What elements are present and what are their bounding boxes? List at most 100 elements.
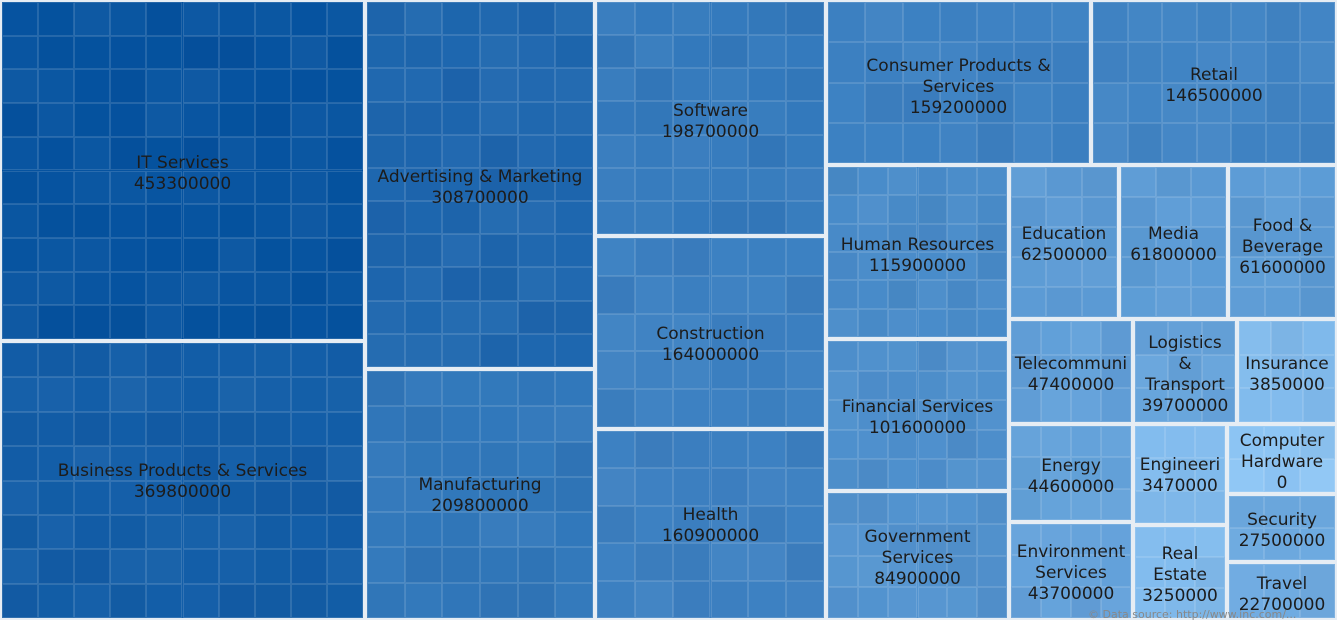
treemap-subcell: [218, 35, 255, 70]
treemap-subcell: [947, 586, 978, 618]
treemap-subcell: [902, 82, 940, 123]
treemap-subcell: [1101, 426, 1131, 458]
treemap-tile-security[interactable]: Security 27500000: [1227, 494, 1337, 562]
treemap-subcell: [404, 234, 443, 268]
treemap-subcell: [977, 2, 1015, 43]
treemap-tile-engineering[interactable]: Engineeri 3470000: [1133, 424, 1227, 525]
treemap-subcell: [218, 446, 255, 481]
treemap-subcell: [786, 275, 824, 314]
treemap-subcell: [2, 204, 39, 238]
treemap-tile-human-resources[interactable]: Human Resources 115900000: [826, 165, 1009, 339]
treemap-subcell: [887, 341, 918, 371]
treemap-subcell: [38, 480, 75, 515]
credit-text[interactable]: © Data source: http://www.inc.com/...: [1088, 608, 1297, 621]
treemap-tile-education[interactable]: Education 62500000: [1009, 165, 1119, 319]
treemap-tile-business-products-and-services[interactable]: Business Products & Services 369800000: [0, 341, 365, 620]
treemap-subcell: [517, 512, 556, 548]
treemap-subcell: [947, 280, 978, 309]
treemap-tile-real-estate[interactable]: Real Estate 3250000: [1133, 525, 1227, 620]
treemap-subcell: [74, 377, 111, 412]
treemap-subcell: [1299, 564, 1335, 618]
treemap-subcell: [326, 480, 363, 515]
treemap-subcell: [1011, 227, 1047, 257]
treemap-subcell: [74, 305, 111, 339]
treemap-subcell: [857, 308, 888, 337]
treemap-subcell: [672, 68, 711, 102]
treemap-subcell: [517, 134, 556, 168]
treemap-tile-environment-services[interactable]: Environment Services 43700000: [1009, 522, 1133, 620]
treemap-tile-energy[interactable]: Energy 44600000: [1009, 424, 1133, 522]
treemap-tile-computer-hardware[interactable]: Computer Hardware 0: [1227, 424, 1337, 494]
treemap-subcell: [480, 234, 518, 268]
treemap-subcell: [828, 252, 858, 281]
treemap-subcell: [917, 252, 948, 281]
treemap-subcell: [404, 134, 443, 168]
treemap-subcell: [146, 583, 183, 618]
treemap-subcell: [38, 103, 75, 137]
treemap-subcell: [1196, 122, 1232, 163]
treemap-subcell: [977, 82, 1015, 123]
treemap-subcell: [1239, 388, 1271, 422]
treemap-subcell: [1271, 388, 1303, 422]
treemap-subcell: [517, 234, 556, 268]
treemap-tile-telecommunications[interactable]: Telecommuni 47400000: [1009, 319, 1133, 424]
treemap-subcell: [290, 237, 327, 272]
treemap-subcell: [480, 441, 518, 477]
treemap-tile-media[interactable]: Media 61800000: [1119, 165, 1228, 319]
treemap-subcell: [182, 103, 219, 137]
treemap-subcell: [1300, 82, 1335, 123]
treemap-tile-government-services[interactable]: Government Services 84900000: [826, 491, 1009, 620]
treemap-subcell: [748, 505, 787, 544]
treemap-tile-consumer-products-and-services[interactable]: Consumer Products & Services 159200000: [826, 0, 1091, 165]
treemap-subcell: [1011, 426, 1041, 458]
treemap-tile-food-and-beverage[interactable]: Food & Beverage 61600000: [1228, 165, 1337, 319]
treemap-subcell: [748, 313, 787, 352]
treemap-subcell: [182, 343, 219, 378]
treemap-subcell: [710, 35, 749, 69]
treemap-subcell: [917, 493, 948, 525]
treemap-subcell: [74, 343, 111, 378]
treemap-subcell: [1011, 167, 1047, 197]
treemap-tile-logistics-and-transport[interactable]: Logistics & Transport 39700000: [1133, 319, 1237, 424]
treemap-subcell: [555, 406, 593, 442]
treemap-subcell: [1011, 354, 1041, 389]
treemap-subcell: [146, 136, 183, 171]
treemap-subcell: [367, 267, 405, 301]
treemap-tile-insurance[interactable]: Insurance 3850000: [1237, 319, 1337, 424]
treemap-subcell: [597, 2, 635, 36]
treemap-subcell: [555, 234, 593, 268]
treemap-subcell: [182, 549, 219, 584]
treemap-subcell: [902, 2, 940, 43]
treemap-subcell: [2, 343, 39, 378]
treemap-tile-health[interactable]: Health 160900000: [595, 429, 826, 620]
treemap-subcell: [517, 101, 556, 135]
treemap-subcell: [74, 411, 111, 447]
treemap-tile-retail[interactable]: Retail 146500000: [1091, 0, 1337, 165]
treemap-subcell: [748, 35, 787, 69]
treemap-tile-construction[interactable]: Construction 164000000: [595, 236, 826, 429]
treemap-subcell: [1071, 586, 1101, 618]
treemap-subcell: [555, 35, 593, 69]
treemap-subcell: [748, 431, 787, 469]
treemap-subcell: [887, 400, 918, 430]
treemap-tile-advertising-and-marketing[interactable]: Advertising & Marketing 308700000: [365, 0, 595, 369]
treemap-subcell: [1230, 197, 1265, 227]
treemap-tile-financial-services[interactable]: Financial Services 101600000: [826, 339, 1009, 491]
treemap-subcell: [634, 580, 673, 618]
treemap-subcell: [1265, 2, 1301, 43]
treemap-tile-manufacturing[interactable]: Manufacturing 209800000: [365, 369, 595, 620]
treemap-subcell: [887, 252, 918, 281]
treemap-subcell: [672, 238, 711, 276]
treemap-subcell: [1071, 321, 1101, 355]
treemap-subcell: [634, 468, 673, 506]
treemap-subcell: [977, 555, 1007, 587]
treemap-subcell: [887, 555, 918, 587]
treemap-tile-software[interactable]: Software 198700000: [595, 0, 826, 236]
treemap-tile-it-services[interactable]: IT Services 453300000: [0, 0, 365, 341]
treemap-subcell: [1041, 388, 1071, 422]
treemap-subcell: [977, 400, 1007, 430]
treemap-subcell: [2, 237, 39, 272]
treemap-subcell: [1041, 524, 1071, 556]
treemap-subcell: [404, 512, 443, 548]
